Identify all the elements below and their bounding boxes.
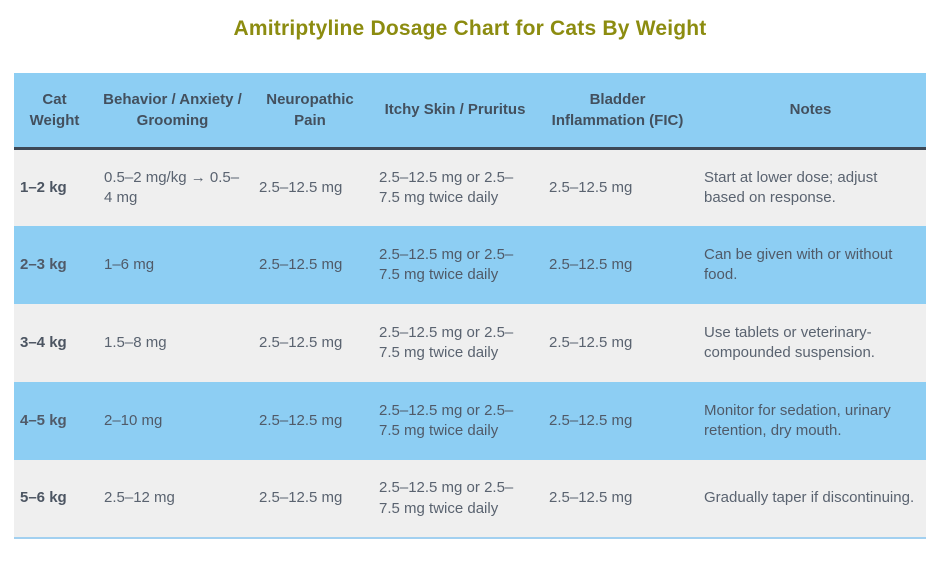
cell-behavior-dose: 0.5–2 mg/kg → 0.5–4 mg (95, 148, 250, 226)
cell-weight: 2–3 kg (14, 226, 95, 304)
cell-behavior-dose: 1–6 mg (95, 226, 250, 304)
table-row: 4–5 kg 2–10 mg 2.5–12.5 mg 2.5–12.5 mg o… (14, 382, 926, 460)
cell-neuropathic-dose: 2.5–12.5 mg (250, 304, 370, 382)
table-row: 3–4 kg 1.5–8 mg 2.5–12.5 mg 2.5–12.5 mg … (14, 304, 926, 382)
cell-neuropathic-dose: 2.5–12.5 mg (250, 460, 370, 539)
column-header-notes: Notes (695, 73, 926, 150)
cell-weight: 1–2 kg (14, 148, 95, 226)
page-title: Amitriptyline Dosage Chart for Cats By W… (233, 17, 707, 40)
cell-neuropathic-dose: 2.5–12.5 mg (250, 148, 370, 226)
cell-neuropathic-dose: 2.5–12.5 mg (250, 382, 370, 460)
column-header-bladder-inflammation-fic: Bladder Inflammation (FIC) (540, 73, 695, 150)
cell-notes: Monitor for sedation, urinary retention,… (695, 382, 926, 460)
cell-itchy-skin-dose: 2.5–12.5 mg or 2.5–7.5 mg twice daily (370, 382, 540, 460)
cell-bladder-dose: 2.5–12.5 mg (540, 148, 695, 226)
column-header-behavior-anxiety-grooming: Behavior / Anxiety / Grooming (95, 73, 250, 150)
dosage-table: Cat Weight Behavior / Anxiety / Grooming… (14, 73, 926, 539)
cell-notes: Start at lower dose; adjust based on res… (695, 148, 926, 226)
table-header-row: Cat Weight Behavior / Anxiety / Grooming… (14, 73, 926, 150)
cell-bladder-dose: 2.5–12.5 mg (540, 304, 695, 382)
cell-itchy-skin-dose: 2.5–12.5 mg or 2.5–7.5 mg twice daily (370, 304, 540, 382)
cell-weight: 4–5 kg (14, 382, 95, 460)
cell-weight: 5–6 kg (14, 460, 95, 539)
cell-bladder-dose: 2.5–12.5 mg (540, 382, 695, 460)
cell-behavior-dose: 1.5–8 mg (95, 304, 250, 382)
cell-itchy-skin-dose: 2.5–12.5 mg or 2.5–7.5 mg twice daily (370, 148, 540, 226)
table-row: 5–6 kg 2.5–12 mg 2.5–12.5 mg 2.5–12.5 mg… (14, 460, 926, 539)
cell-bladder-dose: 2.5–12.5 mg (540, 460, 695, 539)
cell-behavior-dose: 2–10 mg (95, 382, 250, 460)
column-header-cat-weight: Cat Weight (14, 73, 95, 150)
cell-itchy-skin-dose: 2.5–12.5 mg or 2.5–7.5 mg twice daily (370, 226, 540, 304)
cell-neuropathic-dose: 2.5–12.5 mg (250, 226, 370, 304)
table-row: 1–2 kg 0.5–2 mg/kg → 0.5–4 mg 2.5–12.5 m… (14, 148, 926, 226)
cell-itchy-skin-dose: 2.5–12.5 mg or 2.5–7.5 mg twice daily (370, 460, 540, 539)
column-header-itchy-skin-pruritus: Itchy Skin / Pruritus (370, 73, 540, 150)
cell-weight: 3–4 kg (14, 304, 95, 382)
cell-bladder-dose: 2.5–12.5 mg (540, 226, 695, 304)
cell-notes: Gradually taper if discontinuing. (695, 460, 926, 539)
cell-notes: Can be given with or without food. (695, 226, 926, 304)
cell-notes: Use tablets or veterinary-compounded sus… (695, 304, 926, 382)
table-row: 2–3 kg 1–6 mg 2.5–12.5 mg 2.5–12.5 mg or… (14, 226, 926, 304)
cell-behavior-dose: 2.5–12 mg (95, 460, 250, 539)
column-header-neuropathic-pain: Neuropathic Pain (250, 73, 370, 150)
